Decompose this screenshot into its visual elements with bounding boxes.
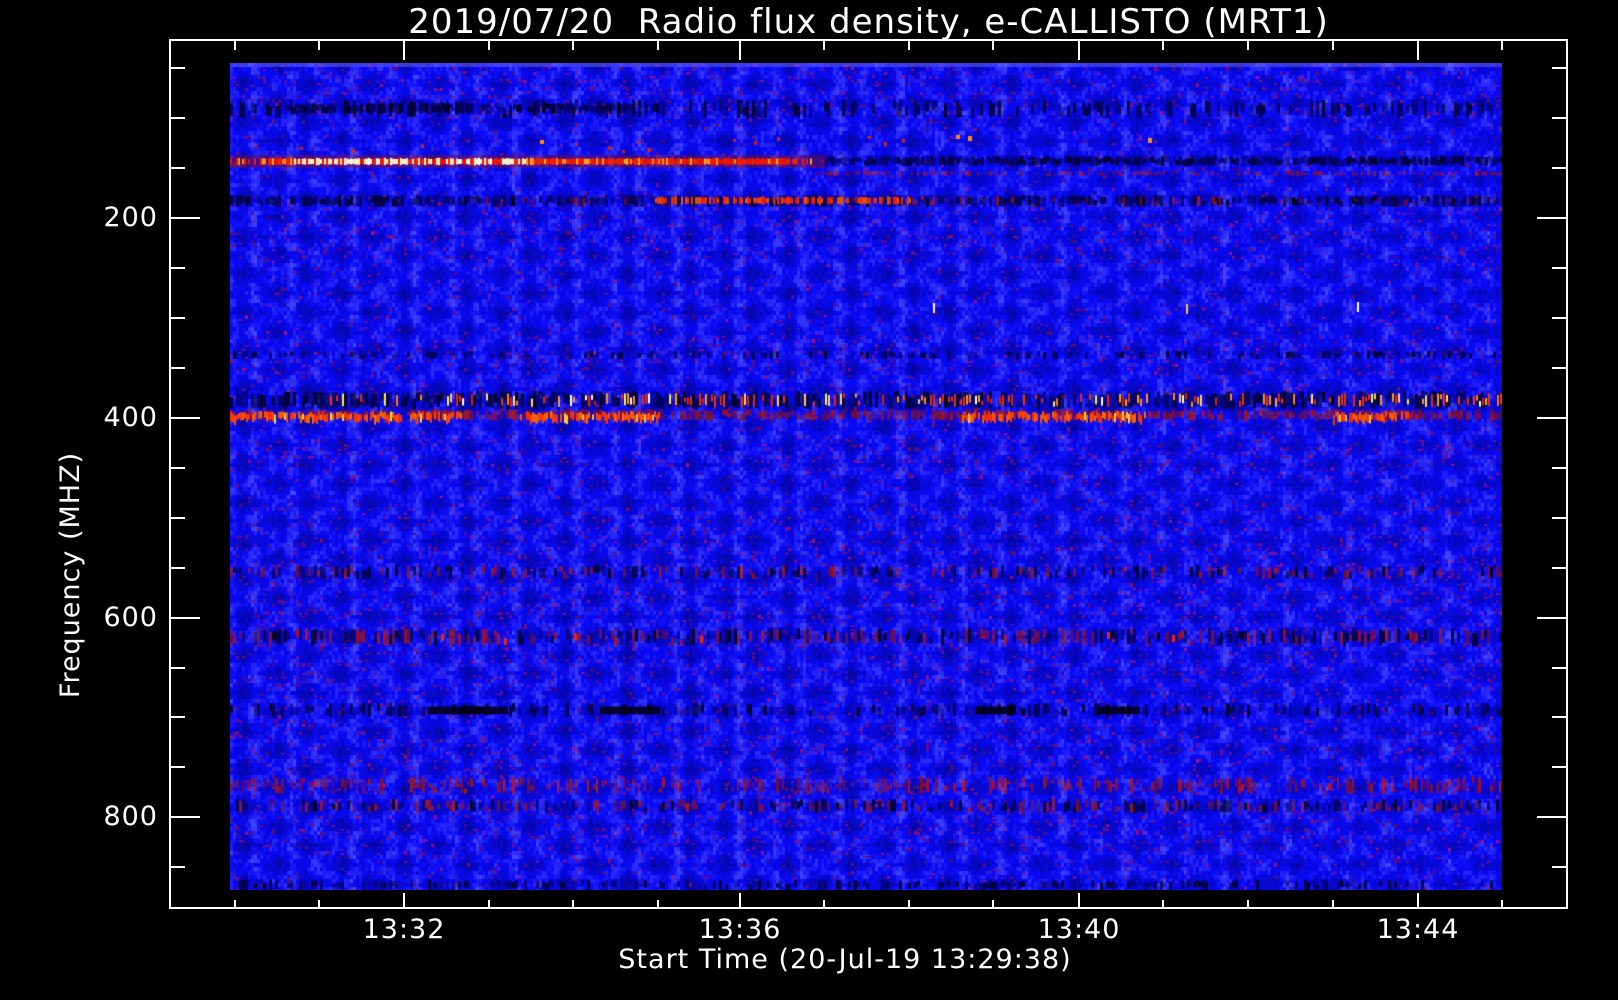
chart-title: 2019/07/20 Radio flux density, e-CALLIST… [408,2,1329,42]
x-axis-title: Start Time (20-Jul-19 13:29:38) [618,944,1072,975]
plot-frame [169,39,1568,909]
y-tick-label: 600 [103,602,158,633]
y-tick-label: 400 [103,402,158,433]
y-tick-label: 200 [103,202,158,233]
x-tick-label: 13:44 [1376,914,1460,945]
x-tick-label: 13:40 [1037,914,1121,945]
y-tick-label: 800 [103,801,158,832]
spectrogram-canvas [230,63,1502,890]
y-axis-title: Frequency (MHZ) [55,451,86,699]
x-tick-label: 13:32 [362,914,446,945]
x-tick-label: 13:36 [698,914,782,945]
